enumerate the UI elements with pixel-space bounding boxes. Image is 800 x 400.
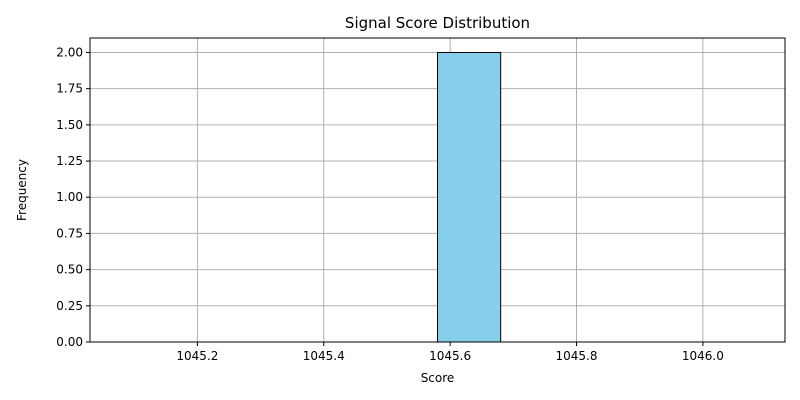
y-tick-label: 1.25 [56, 154, 83, 168]
y-tick-label: 0.00 [56, 335, 83, 349]
y-axis-ticks: 0.00 0.25 0.50 0.75 1.00 1.25 1.50 1.75 2.00 [56, 45, 90, 349]
chart-title: Signal Score Distribution [345, 14, 530, 32]
y-tick-label: 1.50 [56, 118, 83, 132]
x-tick-label: 1045.6 [429, 349, 471, 363]
y-tick-label: 1.00 [56, 190, 83, 204]
y-axis-label: Frequency [15, 159, 29, 221]
plot-frame [89, 37, 786, 343]
histogram-bars [437, 51, 502, 343]
x-axis-label: Score [421, 371, 455, 385]
x-tick-label: 1045.2 [176, 349, 218, 363]
y-tick-label: 0.50 [56, 263, 83, 277]
y-tick-label: 0.75 [56, 226, 83, 240]
y-tick-label: 0.25 [56, 299, 83, 313]
y-tick-label: 1.75 [56, 82, 83, 96]
x-axis-ticks: 1045.2 1045.4 1045.6 1045.8 1046.0 [176, 342, 724, 363]
x-tick-label: 1045.4 [303, 349, 345, 363]
y-tick-label: 2.00 [56, 45, 83, 59]
x-tick-label: 1045.8 [556, 349, 598, 363]
x-tick-label: 1046.0 [682, 349, 724, 363]
histogram-bar [437, 51, 502, 343]
